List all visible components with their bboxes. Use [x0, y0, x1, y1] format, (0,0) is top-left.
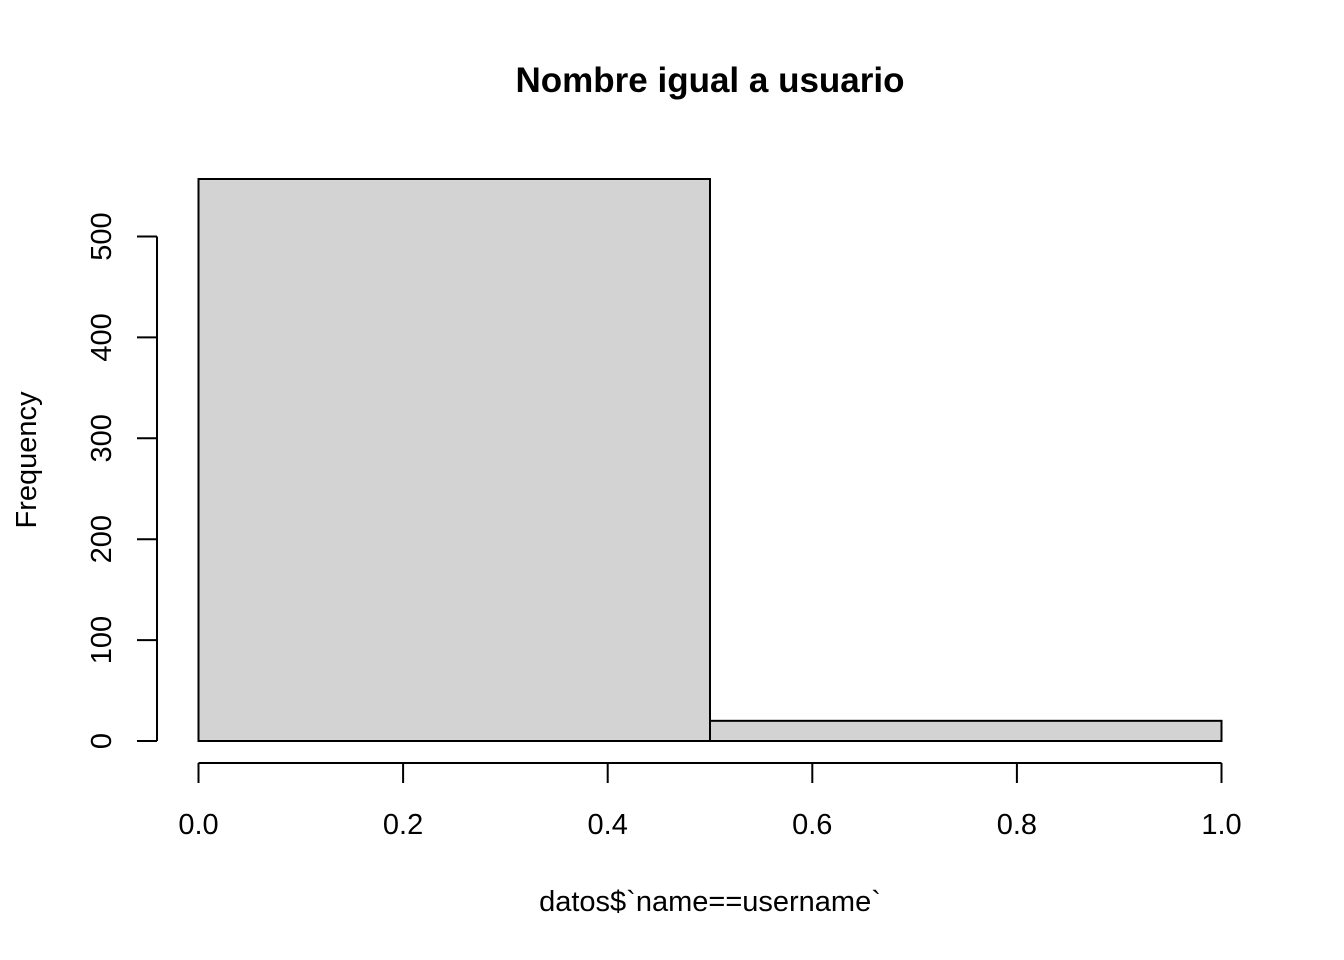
y-axis-label: Frequency [11, 391, 43, 529]
x-tick-label-3: 0.6 [792, 809, 832, 841]
x-tick-label-4: 0.8 [997, 809, 1037, 841]
y-tick-label-2: 200 [86, 515, 118, 563]
x-axis-ticks: 0.0 0.2 0.4 0.6 0.8 1.0 [178, 763, 1242, 841]
y-tick-label-0: 0 [86, 733, 118, 749]
x-tick-label-2: 0.4 [588, 809, 628, 841]
y-tick-label-1: 100 [86, 616, 118, 664]
y-tick-label-5: 500 [86, 212, 118, 260]
chart-title: Nombre igual a usuario [516, 61, 905, 100]
y-axis-ticks: 0 100 200 300 400 500 [86, 212, 157, 749]
x-tick-label-1: 0.2 [383, 809, 423, 841]
bars-group [197, 178, 1223, 743]
x-tick-label-0: 0.0 [178, 809, 218, 841]
y-tick-label-4: 400 [86, 313, 118, 361]
x-axis-label: datos$`name==username` [539, 886, 881, 918]
histogram-bar-1 [709, 719, 1223, 743]
x-tick-label-5: 1.0 [1201, 809, 1241, 841]
histogram-bar-0 [197, 178, 711, 742]
y-tick-label-3: 300 [86, 414, 118, 462]
